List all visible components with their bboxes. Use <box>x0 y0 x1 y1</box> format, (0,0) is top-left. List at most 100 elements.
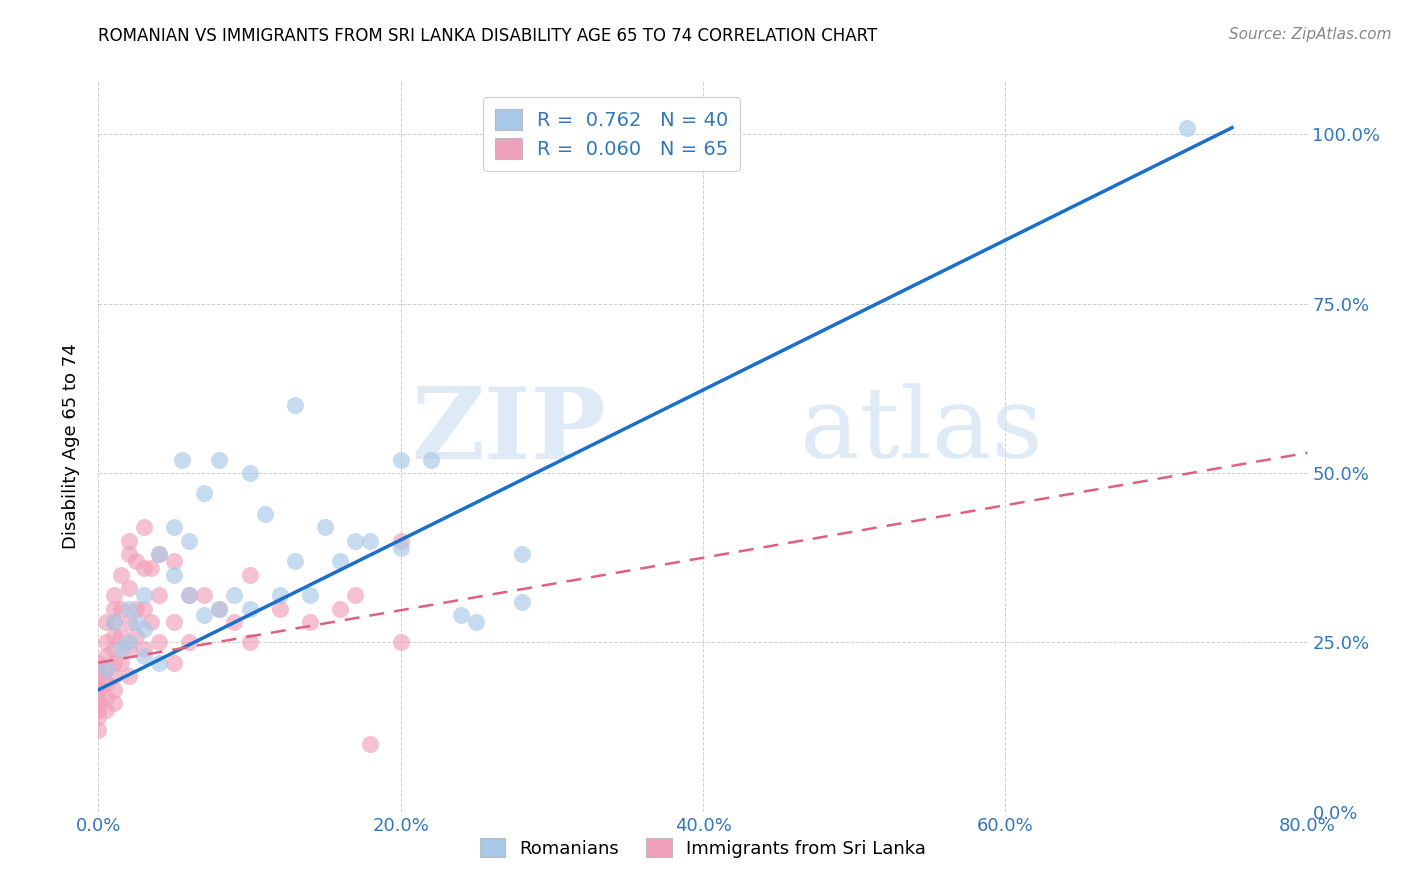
Point <box>269 601 291 615</box>
Point <box>193 608 215 623</box>
Point <box>170 452 193 467</box>
Point <box>163 615 186 629</box>
Point <box>299 588 322 602</box>
Point <box>87 682 110 697</box>
Point <box>179 588 201 602</box>
Point <box>94 676 117 690</box>
Point <box>148 656 170 670</box>
Point <box>110 601 132 615</box>
Point <box>148 547 170 561</box>
Point <box>87 710 110 724</box>
Point <box>103 601 125 615</box>
Point <box>284 398 307 412</box>
Point <box>110 656 132 670</box>
Point <box>420 452 443 467</box>
Text: atlas: atlas <box>800 384 1042 479</box>
Point <box>314 520 336 534</box>
Point <box>239 466 262 480</box>
Point <box>360 533 382 548</box>
Point <box>239 601 262 615</box>
Point <box>87 676 110 690</box>
Point <box>389 541 412 555</box>
Point <box>208 452 231 467</box>
Point <box>344 588 367 602</box>
Point <box>118 642 141 657</box>
Point <box>118 581 141 595</box>
Point <box>450 608 472 623</box>
Point <box>118 635 141 649</box>
Point <box>344 533 367 548</box>
Point <box>132 648 155 663</box>
Point <box>1175 120 1198 135</box>
Point <box>103 615 125 629</box>
Point <box>103 697 125 711</box>
Point <box>94 648 117 663</box>
Point <box>110 567 132 582</box>
Point <box>94 635 117 649</box>
Point <box>163 520 186 534</box>
Y-axis label: Disability Age 65 to 74: Disability Age 65 to 74 <box>62 343 80 549</box>
Point <box>103 642 125 657</box>
Point <box>132 642 155 657</box>
Point <box>103 656 125 670</box>
Point <box>329 554 352 568</box>
Point <box>125 554 148 568</box>
Point <box>179 635 201 649</box>
Point <box>132 561 155 575</box>
Point <box>132 622 155 636</box>
Point <box>87 723 110 738</box>
Point <box>87 690 110 704</box>
Point <box>389 635 412 649</box>
Point <box>87 663 110 677</box>
Text: ZIP: ZIP <box>412 383 606 480</box>
Point <box>163 554 186 568</box>
Text: ROMANIAN VS IMMIGRANTS FROM SRI LANKA DISABILITY AGE 65 TO 74 CORRELATION CHART: ROMANIAN VS IMMIGRANTS FROM SRI LANKA DI… <box>98 27 877 45</box>
Text: Source: ZipAtlas.com: Source: ZipAtlas.com <box>1229 27 1392 42</box>
Point <box>125 629 148 643</box>
Point <box>253 507 276 521</box>
Point <box>110 629 132 643</box>
Point <box>110 642 132 657</box>
Point <box>103 669 125 683</box>
Point <box>103 629 125 643</box>
Point <box>87 703 110 717</box>
Point <box>118 533 141 548</box>
Point <box>193 486 215 500</box>
Point <box>132 520 155 534</box>
Legend: Romanians, Immigrants from Sri Lanka: Romanians, Immigrants from Sri Lanka <box>472 830 934 865</box>
Point <box>132 601 155 615</box>
Point <box>465 615 488 629</box>
Point <box>148 588 170 602</box>
Point <box>125 601 148 615</box>
Point <box>510 547 533 561</box>
Point <box>132 588 155 602</box>
Point <box>329 601 352 615</box>
Point <box>94 663 117 677</box>
Point <box>118 669 141 683</box>
Point <box>103 588 125 602</box>
Point <box>94 663 117 677</box>
Point <box>224 615 246 629</box>
Point <box>179 533 201 548</box>
Point <box>94 690 117 704</box>
Point <box>208 601 231 615</box>
Point <box>239 567 262 582</box>
Point <box>141 561 163 575</box>
Point <box>360 737 382 751</box>
Point <box>163 656 186 670</box>
Point <box>87 669 110 683</box>
Point <box>510 595 533 609</box>
Point <box>163 567 186 582</box>
Point <box>284 554 307 568</box>
Point <box>103 615 125 629</box>
Point <box>239 635 262 649</box>
Point <box>125 615 148 629</box>
Point <box>94 615 117 629</box>
Point <box>94 703 117 717</box>
Point <box>148 547 170 561</box>
Point <box>87 697 110 711</box>
Point <box>103 682 125 697</box>
Point <box>193 588 215 602</box>
Point <box>179 588 201 602</box>
Point <box>389 452 412 467</box>
